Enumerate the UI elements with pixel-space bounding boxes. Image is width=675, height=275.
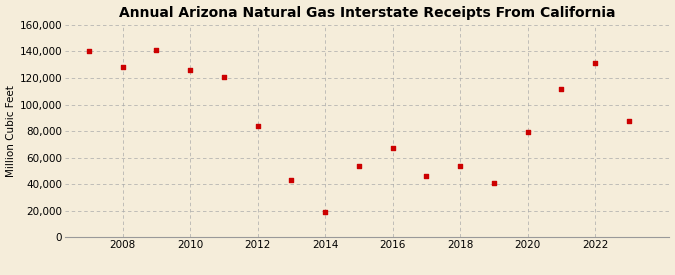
Point [522, 130, 533, 135]
Point [590, 61, 601, 66]
Point [252, 124, 263, 128]
Point [556, 86, 567, 91]
Point [455, 164, 466, 168]
Point [421, 174, 432, 178]
Point [489, 181, 500, 185]
Y-axis label: Million Cubic Feet: Million Cubic Feet [5, 85, 16, 177]
Point [387, 146, 398, 151]
Point [320, 210, 331, 214]
Point [354, 164, 364, 168]
Point [219, 75, 230, 79]
Title: Annual Arizona Natural Gas Interstate Receipts From California: Annual Arizona Natural Gas Interstate Re… [119, 6, 616, 20]
Point [83, 49, 94, 54]
Point [286, 178, 297, 183]
Point [117, 65, 128, 70]
Point [185, 68, 196, 72]
Point [151, 48, 162, 52]
Point [624, 118, 634, 123]
